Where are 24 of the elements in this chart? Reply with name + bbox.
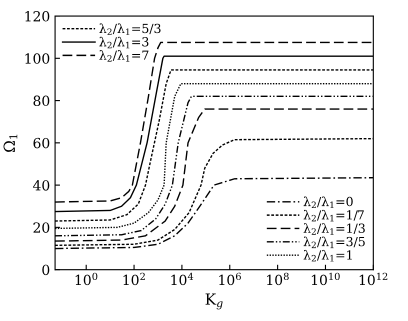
y-tick-label: 60 [33, 138, 50, 148]
y-tick-label: 40 [32, 180, 50, 191]
legend-label: λ$_{2}$/λ$_{1}$=3/5 [304, 236, 365, 248]
x-tick-label: 10$^{12}$ [360, 272, 388, 286]
legend-label: λ$_{2}$/λ$_{1}$=1/3 [304, 223, 365, 235]
legend-label: λ$_{2}$/λ$_{1}$=3 [99, 36, 148, 48]
legend-label: λ$_{2}$/λ$_{1}$=7 [99, 50, 148, 62]
x-tick-label: 10$^{8}$ [267, 272, 289, 286]
x-tick-label: 10$^{2}$ [124, 272, 145, 286]
x-tick-label: 10$^{4}$ [171, 272, 194, 286]
legend-label: λ$_{2}$/λ$_{1}$=0 [304, 196, 353, 208]
y-tick-label: 120 [25, 11, 50, 22]
legend-label: λ$_{2}$/λ$_{1}$=1 [304, 250, 352, 262]
legend-label: λ$_{2}$/λ$_{1}$=5/3 [99, 23, 161, 35]
x-tick-label: 10$^{10}$ [312, 272, 340, 286]
y-axis-title: Ω$_{1}$ [4, 134, 18, 152]
y-tick-label: 100 [25, 53, 50, 64]
legend-label: λ$_{2}$/λ$_{1}$=1/7 [304, 210, 364, 222]
x-tick-label: 10$^{6}$ [219, 272, 241, 286]
y-tick-label: 20 [33, 222, 50, 233]
y-tick-label: 80 [33, 96, 50, 106]
y-tick-label: 0 [42, 264, 50, 276]
x-tick-label: 10$^{0}$ [76, 272, 98, 286]
x-axis-title: K$_{g}$ [206, 294, 223, 310]
